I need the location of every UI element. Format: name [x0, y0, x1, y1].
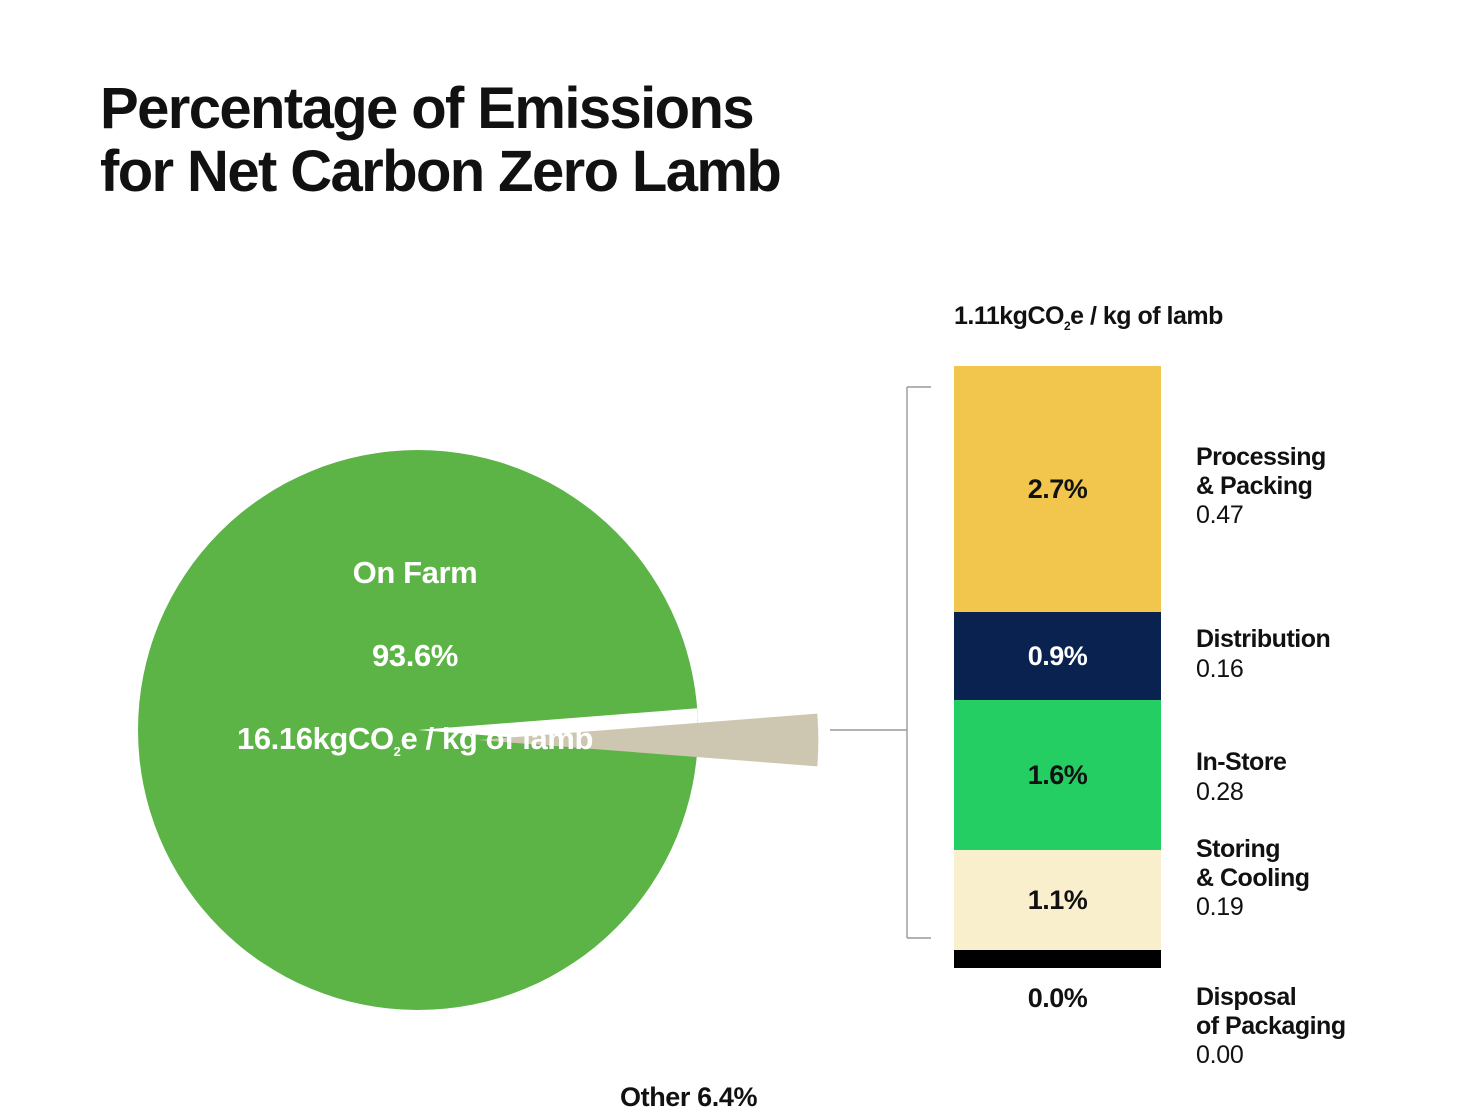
bar-segment-percent: 0.9%: [1027, 640, 1088, 671]
pie-chart-svg: [138, 450, 819, 1010]
pie-on-farm-label: On Farm 93.6% 16.16kgCO2e / kg of lamb: [80, 510, 750, 760]
pie-on-farm-percent: 93.6%: [372, 637, 458, 673]
legend-value: 0.28: [1196, 777, 1244, 806]
bar-segment-storing-cooling[interactable]: 1.1%: [954, 850, 1161, 950]
legend-label: Processing & Packing: [1196, 443, 1326, 500]
stacked-bar: 2.7% 0.9% 1.6% 1.1%: [954, 366, 1161, 968]
legend-item-processing-packing: Processing & Packing 0.47: [1196, 443, 1446, 530]
bar-total-label: 1.11kgCO2e / kg of lamb: [954, 302, 1223, 333]
legend-item-disposal-of-packaging: Disposal of Packaging 0.00: [1196, 983, 1446, 1070]
legend-label: Storing & Cooling: [1196, 835, 1310, 892]
legend-item-storing-cooling: Storing & Cooling 0.19: [1196, 835, 1446, 922]
pie-slice-on-farm-body[interactable]: [138, 450, 699, 1010]
pie-other-label: Other 6.4%: [620, 1082, 758, 1112]
bar-segment-disposal-of-packaging[interactable]: [954, 950, 1161, 968]
bar-segment-processing-packing[interactable]: 2.7%: [954, 366, 1161, 612]
legend-label: Distribution: [1196, 625, 1331, 653]
bar-segment-percent: 1.6%: [1027, 759, 1088, 790]
legend-label: In-Store: [1196, 748, 1287, 776]
breakout-bracket: [830, 386, 931, 939]
legend-value: 0.19: [1196, 893, 1244, 921]
bar-segment-in-store[interactable]: 1.6%: [954, 700, 1161, 850]
pie-chart: On Farm 93.6% 16.16kgCO2e / kg of lamb O…: [60, 370, 880, 1112]
legend-value: 0.47: [1196, 501, 1244, 529]
legend-label: Disposal of Packaging: [1196, 983, 1346, 1040]
page-title: Percentage of Emissions for Net Carbon Z…: [100, 76, 782, 204]
pie-slice-other[interactable]: [478, 713, 819, 767]
pie-on-farm-name: On Farm: [352, 554, 478, 590]
legend-value: 0.00: [1196, 1041, 1244, 1069]
legend-value: 0.16: [1196, 654, 1244, 683]
legend-item-distribution: Distribution 0.16: [1196, 625, 1446, 684]
pie-on-farm-value: 16.16kgCO2e / kg of lamb: [237, 720, 593, 759]
bar-segment-distribution[interactable]: 0.9%: [954, 612, 1161, 700]
bar-segment-disposal-percent: 0.0%: [1027, 983, 1088, 1013]
bar-segment-percent: 2.7%: [1027, 473, 1088, 504]
legend-item-in-store: In-Store 0.28: [1196, 748, 1446, 807]
bar-segment-percent: 1.1%: [1027, 884, 1088, 915]
